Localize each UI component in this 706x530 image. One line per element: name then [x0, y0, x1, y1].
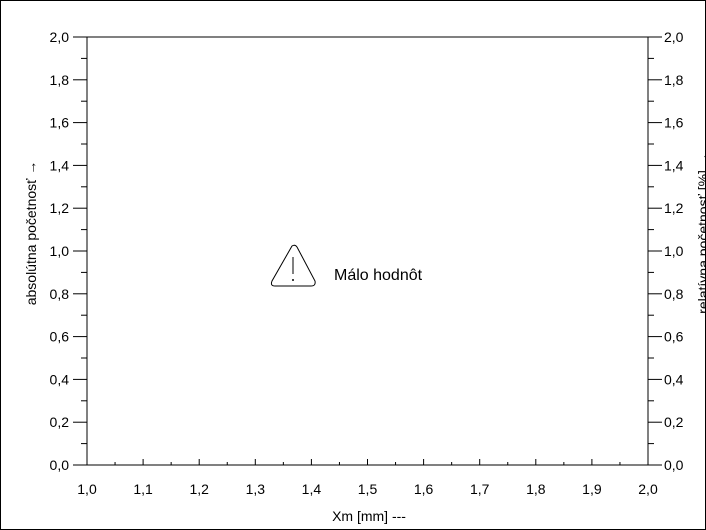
x-tick-label: 1,3	[246, 481, 266, 497]
y-tick-label: 1,2	[50, 200, 70, 216]
y-tick-label: 2,0	[50, 29, 70, 45]
x-tick-label: 1,2	[189, 481, 209, 497]
y-tick-label: 0,8	[50, 286, 70, 302]
y-tick-label: 0,2	[50, 414, 70, 430]
x-tick-label: 1,6	[414, 481, 434, 497]
y2-tick-label: 1,4	[664, 157, 684, 173]
y2-tick-label: 0,8	[664, 286, 684, 302]
y2-tick-label: 1,8	[664, 72, 684, 88]
y-tick-label: 0,6	[50, 329, 70, 345]
y2-tick-label: 0,6	[664, 329, 684, 345]
x-tick-label: 1,0	[77, 481, 97, 497]
y-tick-label: 1,0	[50, 243, 70, 259]
y2-tick-label: 0,4	[664, 371, 684, 387]
y-tick-label: 1,6	[50, 115, 70, 131]
y2-tick-label: 1,0	[664, 243, 684, 259]
y-tick-label: 1,8	[50, 72, 70, 88]
x-axis-label: Xm [mm] ---	[332, 508, 406, 524]
y2-tick-label: 0,2	[664, 414, 684, 430]
x-tick-label: 1,7	[470, 481, 490, 497]
x-tick-label: 1,5	[358, 481, 378, 497]
y-tick-label: 0,0	[50, 457, 70, 473]
x-tick-label: 1,8	[526, 481, 546, 497]
warning-message-text: Málo hodnôt	[334, 267, 423, 284]
x-tick-label: 1,9	[582, 481, 602, 497]
y-axis-label: absolútna početnosť →	[23, 161, 39, 306]
x-tick-label: 2,0	[638, 481, 658, 497]
y-tick-label: 0,4	[50, 371, 70, 387]
warning-message: Málo hodnôt	[270, 244, 423, 287]
x-tick-label: 1,1	[133, 481, 153, 497]
y2-tick-label: 0,0	[664, 457, 684, 473]
y-tick-label: 1,4	[50, 157, 70, 173]
warning-triangle-icon	[270, 244, 316, 287]
y2-tick-label: 1,6	[664, 115, 684, 131]
y2-tick-label: 2,0	[664, 29, 684, 45]
y2-axis-label: relatívna početnosť [%] →	[695, 152, 705, 314]
y2-tick-label: 1,2	[664, 200, 684, 216]
x-tick-label: 1,4	[302, 481, 322, 497]
plot-area	[86, 36, 649, 466]
